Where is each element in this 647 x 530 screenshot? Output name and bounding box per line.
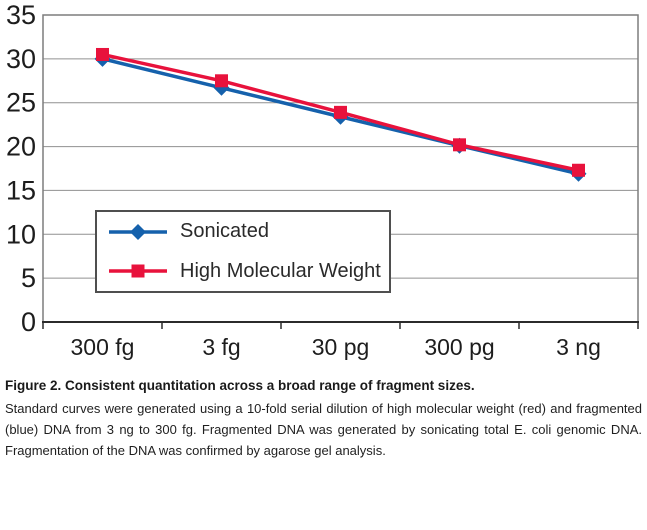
svg-text:25: 25 (6, 88, 36, 118)
legend-label-sonicated: Sonicated (180, 220, 269, 243)
caption-body: Standard curves were generated using a 1… (5, 401, 642, 458)
figure-caption: Figure 2. Consistent quantitation across… (5, 376, 642, 461)
svg-text:15: 15 (6, 175, 36, 205)
legend-label-high-molecular-weight: High Molecular Weight (180, 259, 381, 282)
legend-item-sonicated: Sonicated (109, 220, 389, 243)
svg-text:5: 5 (21, 263, 36, 293)
svg-text:35: 35 (6, 0, 36, 30)
svg-text:3 fg: 3 fg (202, 334, 240, 360)
svg-text:20: 20 (6, 132, 36, 162)
series-high-molecular-weight (96, 47, 585, 177)
x-axis-labels: 300 fg 3 fg 30 pg 300 pg 3 ng (71, 334, 601, 360)
chart: 0 5 10 15 20 25 30 35 300 fg 3 fg 30 pg 300 pg 3 ng … (6, 0, 639, 360)
svg-text:30: 30 (6, 44, 36, 74)
x-axis-ticks (42, 322, 639, 329)
svg-text:300 pg: 300 pg (424, 334, 494, 360)
svg-text:300 fg: 300 fg (71, 334, 135, 360)
svg-text:0: 0 (21, 307, 36, 337)
legend: Sonicated High Molecular Weight (95, 210, 391, 293)
svg-text:10: 10 (6, 219, 36, 249)
line-chart-plot: 0 5 10 15 20 25 30 35 300 fg 3 fg 30 pg 300 pg 3 ng (6, 0, 639, 360)
caption-title: Figure 2. Consistent quantitation across… (5, 378, 475, 393)
y-axis-labels: 0 5 10 15 20 25 30 35 (6, 0, 36, 337)
svg-text:30 pg: 30 pg (312, 334, 370, 360)
svg-text:3 ng: 3 ng (556, 334, 601, 360)
high-molecular-weight-line-square-icon (109, 264, 167, 278)
legend-item-high-molecular-weight: High Molecular Weight (109, 260, 389, 283)
sonicated-line-diamond-icon (109, 223, 167, 240)
